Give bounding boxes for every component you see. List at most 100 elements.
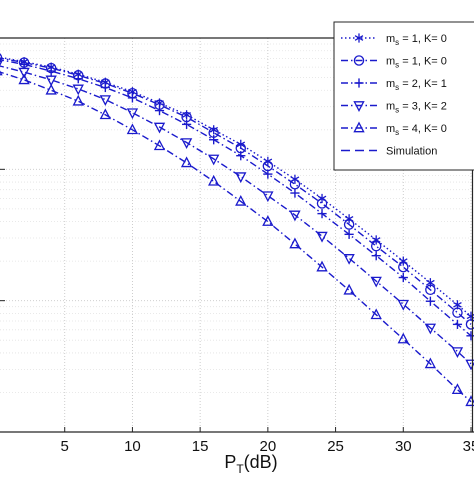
data-point <box>235 194 247 206</box>
data-point <box>344 229 354 239</box>
circle-shape <box>452 307 463 318</box>
data-point <box>397 332 409 344</box>
triangle-up-shape <box>316 260 328 272</box>
asterisk-marker <box>354 33 364 43</box>
triangle-up-shape <box>424 357 437 369</box>
triangle-down-shape <box>397 299 409 311</box>
data-point <box>126 123 139 135</box>
data-point <box>370 276 382 288</box>
data-point <box>262 191 274 203</box>
triangle-up-shape <box>451 383 464 395</box>
triangle-up-shape <box>126 123 139 135</box>
data-point <box>424 323 437 335</box>
asterisk-stroke <box>426 279 435 286</box>
legend-label: ms = 3, K= 2 <box>386 101 447 115</box>
data-point <box>263 169 273 179</box>
data-point <box>465 319 474 330</box>
data-point <box>452 307 463 318</box>
data-point <box>397 299 409 311</box>
triangle-up-shape <box>153 139 166 151</box>
data-point <box>343 254 355 265</box>
data-point <box>466 331 474 341</box>
triangle-down-shape <box>343 254 355 265</box>
triangle-up-marker <box>353 121 365 133</box>
circle-shape <box>370 240 382 252</box>
triangle-down-shape <box>153 122 166 134</box>
triangle-down-shape <box>370 276 382 288</box>
triangle-up-shape <box>353 121 365 133</box>
triangle-down-shape <box>353 101 365 112</box>
legend-entry: ms = 3, K= 2 <box>341 101 447 115</box>
data-point <box>343 283 355 295</box>
data-point <box>19 59 29 69</box>
triangle-down-shape <box>180 138 193 149</box>
legend-label: ms = 2, K= 1 <box>386 78 447 92</box>
data-point <box>180 156 193 168</box>
asterisk-stroke <box>128 88 137 95</box>
data-point <box>126 108 139 120</box>
data-point <box>425 284 436 296</box>
triangle-up-shape <box>45 83 57 95</box>
asterisk-stroke <box>101 79 110 86</box>
data-point <box>343 219 355 230</box>
data-point <box>0 58 2 60</box>
triangle-up-shape <box>180 156 193 168</box>
x-tick-label: 20 <box>260 438 277 455</box>
triangle-down-shape <box>208 154 220 166</box>
data-point <box>425 296 435 306</box>
triangle-down-marker <box>353 101 365 112</box>
circle-shape <box>0 53 3 62</box>
data-point <box>452 319 463 329</box>
legend-label: ms = 1, K= 0 <box>386 33 447 47</box>
data-point <box>316 231 328 243</box>
x-tick-label: 25 <box>327 438 344 455</box>
triangle-down-shape <box>45 75 57 87</box>
data-point <box>73 74 83 84</box>
data-point <box>18 73 30 85</box>
triangle-down-shape <box>289 210 301 222</box>
data-point <box>290 188 300 198</box>
circle-shape <box>343 219 355 230</box>
legend-box <box>333 21 474 171</box>
data-point <box>72 84 84 96</box>
data-point <box>316 198 328 209</box>
data-point <box>344 214 354 224</box>
triangle-up-shape <box>397 332 409 344</box>
circle-shape <box>353 55 365 66</box>
x-axis-title: PT(dB) <box>224 452 277 474</box>
triangle-down-shape <box>262 191 274 203</box>
x-tick-label: 15 <box>192 438 209 455</box>
data-point <box>45 75 57 87</box>
legend-entry: ms = 1, K= 0 <box>341 55 447 70</box>
x-tick-labels: 5 10 15 20 25 30 35 <box>61 438 474 455</box>
data-point <box>100 82 110 93</box>
data-point <box>153 122 166 134</box>
data-point <box>451 347 464 358</box>
x-tick-label: 35 <box>463 438 474 455</box>
data-point <box>72 94 84 106</box>
triangle-up-shape <box>72 94 84 106</box>
data-point <box>236 151 246 161</box>
data-point <box>208 174 220 186</box>
triangle-up-shape <box>99 108 112 120</box>
data-point <box>289 210 301 222</box>
legend-entry: Simulation <box>341 146 437 158</box>
triangle-up-shape <box>18 73 30 85</box>
data-point <box>99 108 112 120</box>
circle-shape <box>465 319 474 330</box>
triangle-up-shape <box>370 308 382 320</box>
plus-marker <box>354 78 364 88</box>
data-point <box>182 110 191 120</box>
data-point <box>317 209 327 219</box>
triangle-down-shape <box>235 172 247 184</box>
series-line <box>0 71 472 403</box>
legend-label: ms = 4, K= 0 <box>386 123 447 137</box>
triangle-down-shape <box>126 108 139 120</box>
legend-entry: ms = 4, K= 0 <box>341 121 447 137</box>
data-point <box>46 66 56 76</box>
triangle-up-shape <box>343 283 355 295</box>
triangle-up-shape <box>235 194 247 206</box>
x-tick-label: 30 <box>395 438 412 455</box>
triangle-up-shape <box>208 174 220 186</box>
